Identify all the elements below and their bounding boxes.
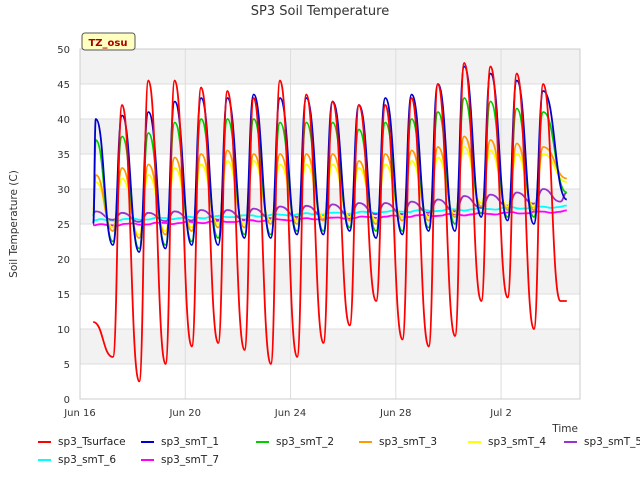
legend-swatch	[141, 441, 154, 443]
station-tag: TZ_osu	[81, 32, 136, 51]
legend-label: sp3_smT_6	[58, 454, 117, 466]
y-tick-label: 0	[64, 395, 70, 406]
legend-label: sp3_smT_5	[584, 436, 640, 448]
plot-band	[80, 259, 580, 294]
chart-title: SP3 Soil Temperature	[251, 4, 389, 19]
plot-band	[80, 224, 580, 259]
legend-swatch	[359, 441, 372, 443]
y-tick-label: 35	[57, 150, 70, 161]
series-line-sp3-Tsurface	[92, 62, 567, 383]
y-tick-label: 15	[57, 290, 70, 301]
x-tick-label: Jun 16	[63, 408, 96, 419]
legend-label: sp3_smT_4	[488, 436, 547, 448]
legend-item: sp3_smT_4	[468, 436, 546, 448]
legend-swatch	[256, 441, 269, 443]
legend-item: sp3_smT_7	[141, 454, 219, 466]
y-tick-label: 40	[57, 115, 70, 126]
x-tick-label: Jun 24	[274, 408, 307, 419]
x-tick-label: Jun 28	[379, 408, 412, 419]
x-tick-label: Jun 20	[168, 408, 201, 419]
legend-label: sp3_Tsurface	[58, 436, 126, 448]
legend-label: sp3_smT_7	[161, 454, 220, 466]
y-tick-label: 20	[57, 255, 70, 266]
legend-item: sp3_smT_2	[256, 436, 334, 448]
plot-frame	[79, 48, 581, 400]
legend-item: sp3_smT_5	[564, 436, 640, 448]
legend-item: sp3_smT_6	[38, 454, 116, 466]
plot-band	[80, 364, 580, 399]
legend-label: sp3_smT_2	[276, 436, 335, 448]
legend-swatch	[468, 441, 481, 443]
y-tick-label: 5	[64, 360, 70, 371]
legend-swatch	[38, 441, 51, 443]
legend-item: sp3_smT_1	[141, 436, 219, 448]
plot-band	[80, 329, 580, 364]
x-axis-label: Time	[551, 423, 578, 435]
series-line-sp3-smT-6	[93, 204, 567, 222]
station-tag-box	[81, 32, 136, 51]
y-tick-label: 50	[57, 45, 70, 56]
series-line-sp3-smT-1	[92, 65, 568, 253]
legend-swatch	[38, 459, 51, 461]
y-tick-label: 10	[57, 325, 70, 336]
legend-label: sp3_smT_1	[161, 436, 220, 448]
legend-label: sp3_smT_3	[379, 436, 438, 448]
x-axis-ticks: Jun 16 Jun 20 Jun 24 Jun 28 Jul 2	[63, 408, 512, 419]
x-tick-label: Jul 2	[489, 408, 512, 419]
plot-band	[80, 49, 580, 84]
legend-item: sp3_smT_3	[359, 436, 437, 448]
legend-item: sp3_Tsurface	[38, 436, 126, 448]
legend-swatch	[564, 441, 577, 443]
series-layer	[92, 62, 568, 383]
plot-band	[80, 294, 580, 329]
y-tick-label: 25	[57, 220, 70, 231]
station-tag-text: TZ_osu	[88, 38, 127, 49]
series-line-sp3-smT-7	[93, 209, 567, 227]
y-tick-label: 45	[57, 80, 70, 91]
series-line-sp3-smT-3	[92, 135, 568, 239]
y-axis-ticks: 0 5 10 15 20 25 30 35 40 45 50	[57, 45, 70, 406]
legend-swatch	[141, 459, 154, 461]
y-tick-label: 30	[57, 185, 70, 196]
y-axis-label: Soil Temperature (C)	[8, 170, 20, 278]
